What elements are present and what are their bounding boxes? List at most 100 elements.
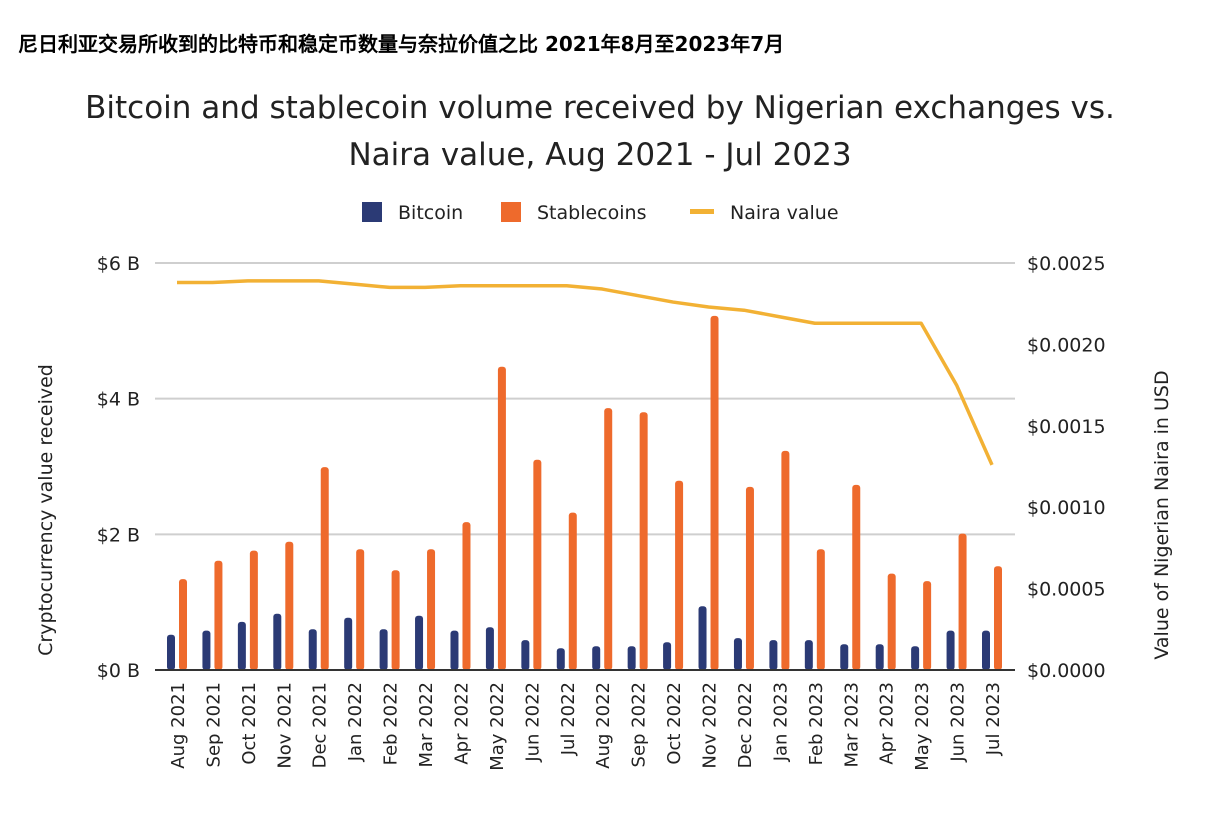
bitcoin-bar	[344, 617, 353, 670]
stablecoins-bar	[710, 315, 719, 670]
x-tick-label: Sep 2021	[203, 682, 224, 767]
x-tick-label: Aug 2021	[168, 682, 189, 769]
stablecoins-bar	[816, 549, 825, 670]
legend-swatch-stablecoins	[501, 202, 521, 222]
legend-label: Bitcoin	[398, 202, 463, 224]
stablecoins-bar	[568, 512, 577, 670]
x-tick-label: May 2023	[912, 682, 933, 771]
bars	[167, 315, 1002, 670]
stablecoins-bar	[852, 484, 861, 670]
y2-axis-label: Value of Nigerian Naira in USD	[1151, 370, 1173, 659]
stablecoins-bar	[427, 549, 436, 670]
x-tick-label: Jun 2022	[522, 682, 543, 763]
bitcoin-bar	[804, 640, 813, 670]
y-tick-label: $4 B	[97, 389, 140, 411]
naira-line	[177, 279, 994, 466]
bitcoin-bar	[592, 646, 601, 670]
stablecoins-bar	[887, 573, 896, 670]
x-tick-label: Mar 2022	[416, 682, 437, 768]
axes: $0 B $2 B $4 B $6 B $0.0000 $0.0005 $0.0010 $0.…	[97, 253, 1106, 771]
chinese-title: 尼日利亚交易所收到的比特币和稳定币数量与奈拉价值之比 2021年8月至2023年…	[18, 32, 785, 56]
x-tick-label: Mar 2023	[841, 682, 862, 768]
stablecoins-bar	[497, 366, 506, 670]
stablecoins-bar	[994, 566, 1002, 670]
y-tick-label: $6 B	[97, 253, 140, 275]
x-tick-label: Jan 2022	[345, 682, 366, 762]
legend-label: Naira value	[730, 202, 839, 224]
bitcoin-bar	[521, 640, 530, 670]
stablecoins-bar	[249, 550, 258, 670]
x-tick-label: Dec 2021	[310, 682, 331, 768]
stablecoins-bar	[285, 541, 294, 670]
chart-title-line-2: Naira value, Aug 2021 - Jul 2023	[348, 137, 851, 173]
stablecoins-bar	[320, 467, 329, 670]
bitcoin-bar	[379, 629, 388, 670]
bitcoin-bar	[556, 648, 565, 670]
bitcoin-bar	[485, 627, 494, 670]
x-tick-label: May 2022	[487, 682, 508, 771]
stablecoins-bar	[604, 408, 613, 670]
bitcoin-bar	[167, 634, 175, 670]
legend-swatch-bitcoin	[362, 202, 382, 222]
legend-swatch-naira	[690, 209, 714, 214]
bitcoin-bar	[698, 606, 707, 670]
y2-tick-label: $0.0020	[1027, 334, 1106, 356]
bitcoin-bar	[982, 630, 990, 670]
x-tick-label: Dec 2022	[735, 682, 756, 768]
bitcoin-bar	[415, 615, 424, 670]
x-tick-label: Sep 2022	[629, 682, 650, 767]
bitcoin-bar	[911, 646, 920, 670]
x-tick-label: Feb 2023	[806, 682, 827, 765]
stablecoins-bar	[391, 570, 400, 670]
stablecoins-bar	[533, 459, 542, 670]
y2-tick-label: $0.0000	[1027, 660, 1106, 682]
bitcoin-bar	[308, 629, 317, 670]
chart-title-line-1: Bitcoin and stablecoin volume received b…	[85, 90, 1115, 126]
naira-value-line	[177, 279, 994, 466]
y-tick-label: $2 B	[97, 524, 140, 546]
stablecoins-bar	[462, 522, 471, 670]
bitcoin-bar	[840, 644, 849, 670]
stablecoins-bar	[356, 549, 365, 670]
bitcoin-bar	[663, 642, 672, 670]
bitcoin-bar	[237, 621, 246, 670]
legend: Bitcoin Stablecoins Naira value	[362, 202, 839, 224]
x-tick-label: Oct 2021	[239, 682, 260, 765]
stablecoins-bar	[639, 412, 648, 670]
x-tick-label: Jul 2023	[983, 682, 1004, 756]
x-tick-label: Oct 2022	[664, 682, 685, 765]
x-tick-label: Jul 2022	[558, 682, 579, 756]
y2-tick-label: $0.0010	[1027, 497, 1106, 519]
stablecoins-bar	[179, 579, 187, 670]
y-tick-label: $0 B	[97, 660, 140, 682]
bitcoin-bar	[769, 640, 778, 670]
x-tick-label: Feb 2022	[381, 682, 402, 765]
bitcoin-bar	[273, 613, 282, 670]
x-tick-label: Aug 2022	[593, 682, 614, 769]
stablecoins-bar	[781, 450, 790, 670]
y2-tick-label: $0.0025	[1027, 253, 1106, 275]
stablecoins-bar	[745, 486, 754, 670]
bitcoin-bar	[946, 630, 955, 670]
x-tick-label: Nov 2021	[274, 682, 295, 769]
x-tick-label: Jan 2023	[770, 682, 791, 762]
y2-tick-label: $0.0015	[1027, 416, 1106, 438]
stablecoins-bar	[675, 480, 684, 670]
y2-tick-label: $0.0005	[1027, 579, 1106, 601]
legend-label: Stablecoins	[537, 202, 646, 224]
bitcoin-bar	[733, 638, 742, 670]
bitcoin-bar	[627, 646, 636, 670]
stablecoins-bar	[214, 560, 223, 670]
stablecoins-bar	[923, 581, 932, 670]
x-tick-label: Jun 2023	[948, 682, 969, 763]
x-tick-label: Nov 2022	[700, 682, 721, 769]
x-tick-label: Apr 2022	[451, 682, 472, 765]
bitcoin-bar	[875, 644, 884, 670]
gridlines	[155, 262, 1015, 536]
x-tick-label: Apr 2023	[877, 682, 898, 765]
bitcoin-bar	[450, 630, 459, 670]
bitcoin-bar	[202, 630, 211, 670]
y-axis-label: Cryptocurrency value received	[35, 364, 57, 656]
stablecoins-bar	[958, 533, 967, 670]
